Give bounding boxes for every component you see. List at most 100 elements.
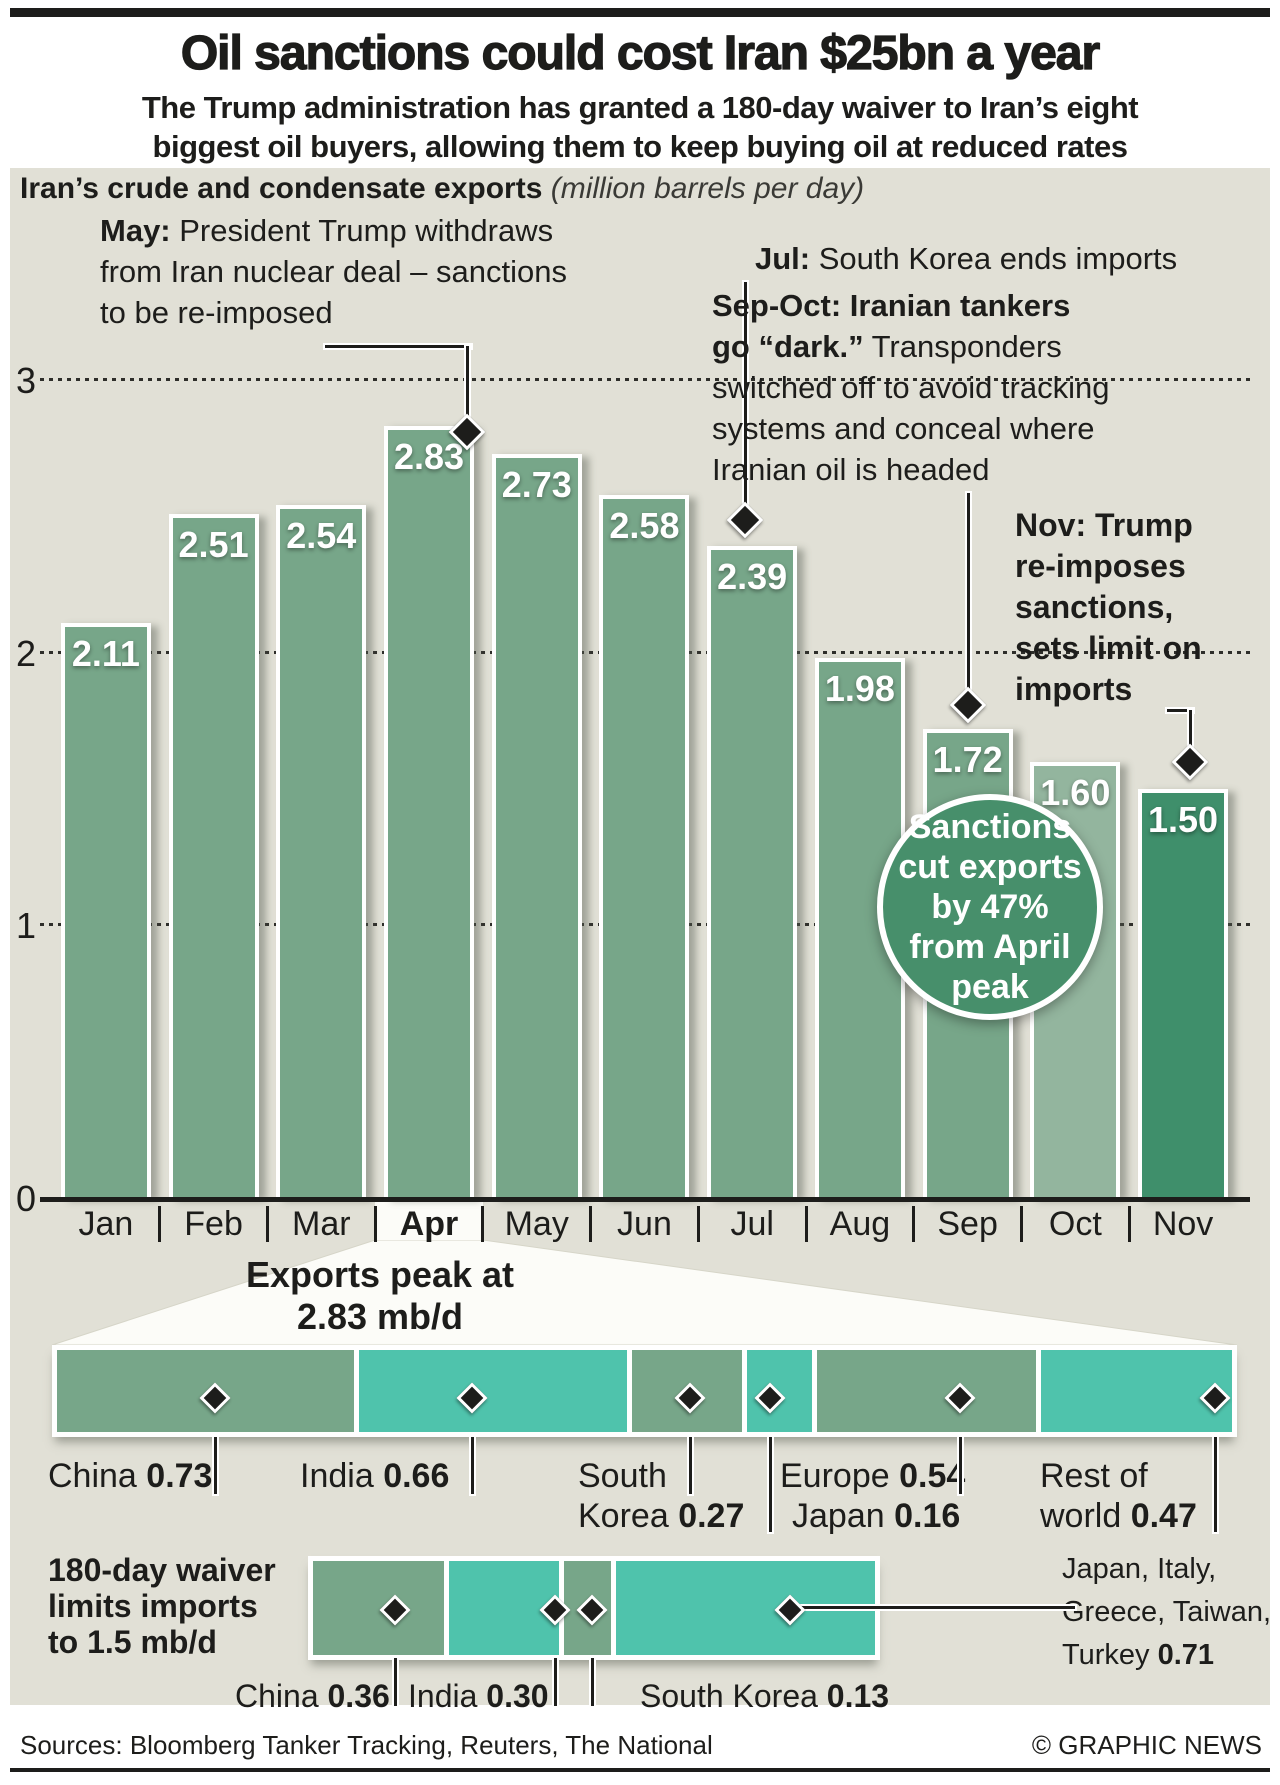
- bar-value-Nov: 1.50: [1148, 798, 1219, 840]
- month-separator: [1019, 1206, 1023, 1242]
- bar-Jul: 2.39: [707, 546, 798, 1198]
- month-separator: [696, 1206, 700, 1242]
- segment-label: India 0.66: [300, 1457, 450, 1495]
- month-separator: [1127, 1206, 1131, 1242]
- annotation-line: imports: [1015, 671, 1133, 707]
- annotation-line: to be re-imposed: [100, 295, 333, 330]
- chart-title-unit: (million barrels per day): [550, 172, 865, 205]
- label-stem: [468, 1435, 476, 1496]
- segment-label: South Korea 0.13: [640, 1678, 890, 1714]
- april-breakdown-bar-segment-Rest of world: [1041, 1350, 1232, 1432]
- month-separator: [373, 1206, 377, 1242]
- month-separator: [589, 1206, 593, 1242]
- month-label-Apr: Apr: [399, 1205, 459, 1243]
- annotation-line: sanctions,: [1015, 589, 1174, 625]
- bar-value-Apr: 2.83: [393, 436, 465, 478]
- annotation-sep-oct: Sep-Oct: Iranian tankers go “dark.” Trans…: [712, 285, 1152, 490]
- bar-value-Jun: 2.58: [609, 504, 680, 546]
- connector-line: [964, 491, 972, 697]
- segment-label: Europe 0.54: [780, 1457, 966, 1495]
- bar-Mar: 2.54: [276, 505, 367, 1198]
- label-stem: [588, 1656, 596, 1708]
- y-axis-label-0: 0: [15, 1178, 36, 1219]
- callout-circle-text: Sanctions cut exports by 47% from April peak: [898, 808, 1082, 1006]
- month-separator: [481, 1206, 485, 1242]
- label-stem: [1211, 1435, 1219, 1534]
- month-label-Oct: Oct: [1048, 1205, 1102, 1243]
- annotation-line: from Iran nuclear deal – sanctions: [100, 254, 567, 289]
- month-separator: [804, 1206, 808, 1242]
- annotation-line: switched off to avoid tracking: [712, 370, 1110, 405]
- label-stem: [956, 1435, 964, 1496]
- segment-label: world 0.47: [1040, 1497, 1197, 1535]
- bar-value-Feb: 2.51: [178, 523, 249, 565]
- y-axis-label-2: 2: [15, 632, 36, 674]
- month-label-Nov: Nov: [1152, 1205, 1214, 1243]
- bar-Feb: 2.51: [168, 513, 259, 1198]
- top-rule: [10, 8, 1270, 17]
- y-axis-label-3: 3: [15, 359, 36, 401]
- x-axis-baseline: [40, 1197, 1250, 1202]
- connector-line: [463, 344, 471, 422]
- month-separator: [265, 1206, 269, 1242]
- month-label-Jun: Jun: [617, 1205, 672, 1243]
- april-breakdown-title: Exports peak at 2.83 mb/d: [245, 1254, 515, 1337]
- bar-May: 2.73: [491, 453, 582, 1198]
- page-subtitle-line2: biggest oil buyers, allowing them to kee…: [152, 129, 1128, 164]
- segment-label: India 0.30: [408, 1678, 549, 1714]
- segment-label: Japan 0.16: [792, 1497, 961, 1535]
- bar-value-Jul: 2.39: [717, 556, 788, 598]
- waiver-group-label: Japan, Italy, Greece, Taiwan, Turkey 0.71: [1062, 1553, 1272, 1671]
- segment-label: Rest of: [1040, 1457, 1148, 1495]
- bar-value-Aug: 1.98: [824, 668, 895, 710]
- bottom-rule: [10, 1768, 1270, 1772]
- label-stem: [686, 1435, 694, 1496]
- segment-label: Korea 0.27: [578, 1497, 745, 1535]
- annotation-line: Sep-Oct: Iranian tankers: [712, 288, 1071, 323]
- month-label-May: May: [504, 1205, 569, 1243]
- segment-label: China 0.73: [48, 1457, 213, 1495]
- sources-line: Sources: Bloomberg Tanker Tracking, Reut…: [20, 1730, 713, 1760]
- y-axis-label-1: 1: [15, 905, 36, 947]
- april-breakdown-bar: [52, 1345, 1237, 1437]
- annotation-line: sets limit on: [1015, 630, 1202, 666]
- credit-line: © GRAPHIC NEWS: [1031, 1730, 1262, 1760]
- funnel-polygon: [51, 1239, 1238, 1346]
- label-stem: [766, 1435, 774, 1534]
- bar-value-Sep: 1.72: [932, 739, 1003, 780]
- label-stem: [551, 1656, 559, 1708]
- connector-line: [788, 1603, 1077, 1611]
- page-title: Oil sanctions could cost Iran $25bn a ye…: [180, 26, 1101, 80]
- label-stem: [391, 1656, 399, 1708]
- month-label-Feb: Feb: [184, 1205, 243, 1243]
- annotation-may: May: President Trump withdraws from Iran …: [100, 210, 620, 333]
- annotation-line: May: President Trump withdraws: [100, 213, 554, 248]
- bar-value-Mar: 2.54: [286, 515, 357, 557]
- page-subtitle-line1: The Trump administration has granted a 1…: [141, 90, 1139, 125]
- label-stem: [211, 1435, 219, 1496]
- annotation-line: Jul: South Korea ends imports: [755, 241, 1178, 276]
- bar-Jan: 2.11: [60, 622, 151, 1198]
- month-label-Sep: Sep: [937, 1205, 998, 1243]
- month-separator: [912, 1206, 916, 1242]
- month-label-Jul: Jul: [730, 1205, 774, 1243]
- april-breakdown-bar-segment-India: [358, 1350, 627, 1432]
- annotation-line: Nov: Trump: [1015, 507, 1193, 543]
- month-label-Jan: Jan: [78, 1205, 134, 1243]
- april-highlight-box: [375, 1202, 483, 1246]
- chart-title: Iran’s crude and condensate exports (mil…: [20, 172, 864, 206]
- funnel-shape: [40, 1239, 1250, 1346]
- segment-label: China 0.36: [235, 1678, 390, 1714]
- bar-Jun: 2.58: [599, 494, 690, 1198]
- bar-value-Jan: 2.11: [71, 632, 140, 674]
- callout-circle: Sanctions cut exports by 47% from April peak: [877, 794, 1103, 1020]
- annotation-line: Iranian oil is headed: [712, 452, 990, 487]
- annotation-jul: Jul: South Korea ends imports: [755, 238, 1185, 279]
- bar-Nov: 1.50: [1138, 788, 1229, 1198]
- connector-line: [323, 342, 473, 350]
- month-label-Mar: Mar: [292, 1205, 351, 1243]
- april-breakdown-bar-segment-Europe: [816, 1350, 1037, 1432]
- month-label-Aug: Aug: [829, 1205, 891, 1243]
- annotation-line: systems and conceal where: [712, 411, 1095, 446]
